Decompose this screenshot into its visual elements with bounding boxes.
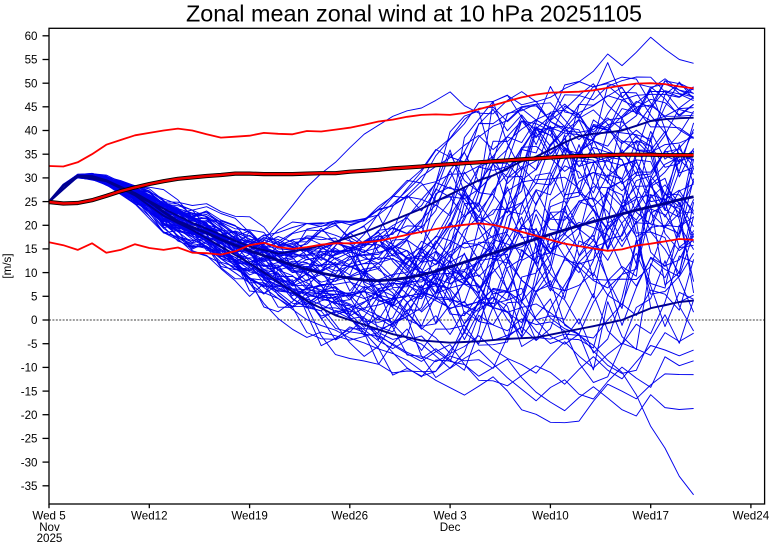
svg-text:10: 10 [25,267,38,280]
svg-text:-30: -30 [21,456,38,469]
svg-text:Wed24: Wed24 [733,510,770,523]
svg-text:Wed19: Wed19 [231,510,268,523]
svg-text:60: 60 [25,30,38,43]
svg-text:2025: 2025 [37,532,63,545]
svg-text:Wed 5: Wed 5 [32,510,65,523]
svg-text:Dec: Dec [440,521,461,534]
svg-text:15: 15 [25,243,38,256]
svg-text:0: 0 [31,314,37,327]
svg-text:25: 25 [25,196,38,209]
svg-text:-35: -35 [21,480,38,493]
svg-text:40: 40 [25,125,38,138]
svg-text:-10: -10 [21,362,38,375]
svg-text:-5: -5 [27,338,37,351]
svg-text:45: 45 [25,101,38,114]
svg-text:50: 50 [25,77,38,90]
svg-text:Wed 3: Wed 3 [433,510,466,523]
svg-text:Wed17: Wed17 [632,510,669,523]
svg-text:35: 35 [25,148,38,161]
svg-text:-25: -25 [21,433,38,446]
svg-text:5: 5 [31,291,37,304]
svg-text:-15: -15 [21,385,38,398]
svg-text:30: 30 [25,172,38,185]
svg-text:-20: -20 [21,409,38,422]
svg-text:Zonal mean zonal wind at 10 hP: Zonal mean zonal wind at 10 hPa 20251105 [186,1,642,27]
svg-text:[m/s]: [m/s] [1,253,14,278]
svg-text:Wed26: Wed26 [332,510,369,523]
svg-text:55: 55 [25,54,38,67]
svg-text:Wed12: Wed12 [131,510,168,523]
svg-text:Nov: Nov [39,521,60,534]
svg-text:20: 20 [25,220,38,233]
svg-text:Wed10: Wed10 [532,510,569,523]
